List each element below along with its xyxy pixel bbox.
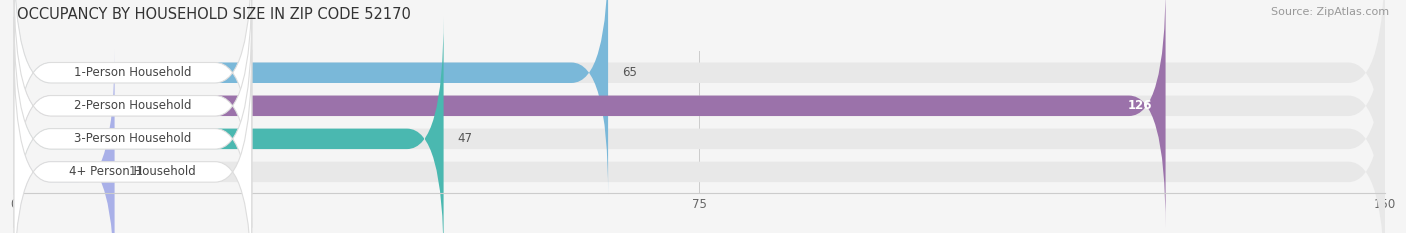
FancyBboxPatch shape (14, 0, 1385, 195)
FancyBboxPatch shape (14, 0, 1385, 228)
Text: OCCUPANCY BY HOUSEHOLD SIZE IN ZIP CODE 52170: OCCUPANCY BY HOUSEHOLD SIZE IN ZIP CODE … (17, 7, 411, 22)
FancyBboxPatch shape (14, 50, 115, 233)
Text: 4+ Person Household: 4+ Person Household (69, 165, 197, 178)
FancyBboxPatch shape (14, 17, 1385, 233)
Text: 11: 11 (128, 165, 143, 178)
FancyBboxPatch shape (14, 0, 609, 195)
Text: 47: 47 (457, 132, 472, 145)
FancyBboxPatch shape (14, 17, 252, 233)
FancyBboxPatch shape (14, 50, 252, 233)
Text: 2-Person Household: 2-Person Household (75, 99, 191, 112)
FancyBboxPatch shape (14, 0, 252, 228)
Text: 3-Person Household: 3-Person Household (75, 132, 191, 145)
FancyBboxPatch shape (14, 50, 1385, 233)
Text: Source: ZipAtlas.com: Source: ZipAtlas.com (1271, 7, 1389, 17)
Text: 1-Person Household: 1-Person Household (75, 66, 191, 79)
FancyBboxPatch shape (14, 0, 1166, 228)
Text: 65: 65 (621, 66, 637, 79)
FancyBboxPatch shape (14, 0, 252, 195)
FancyBboxPatch shape (14, 17, 444, 233)
Text: 126: 126 (1128, 99, 1152, 112)
